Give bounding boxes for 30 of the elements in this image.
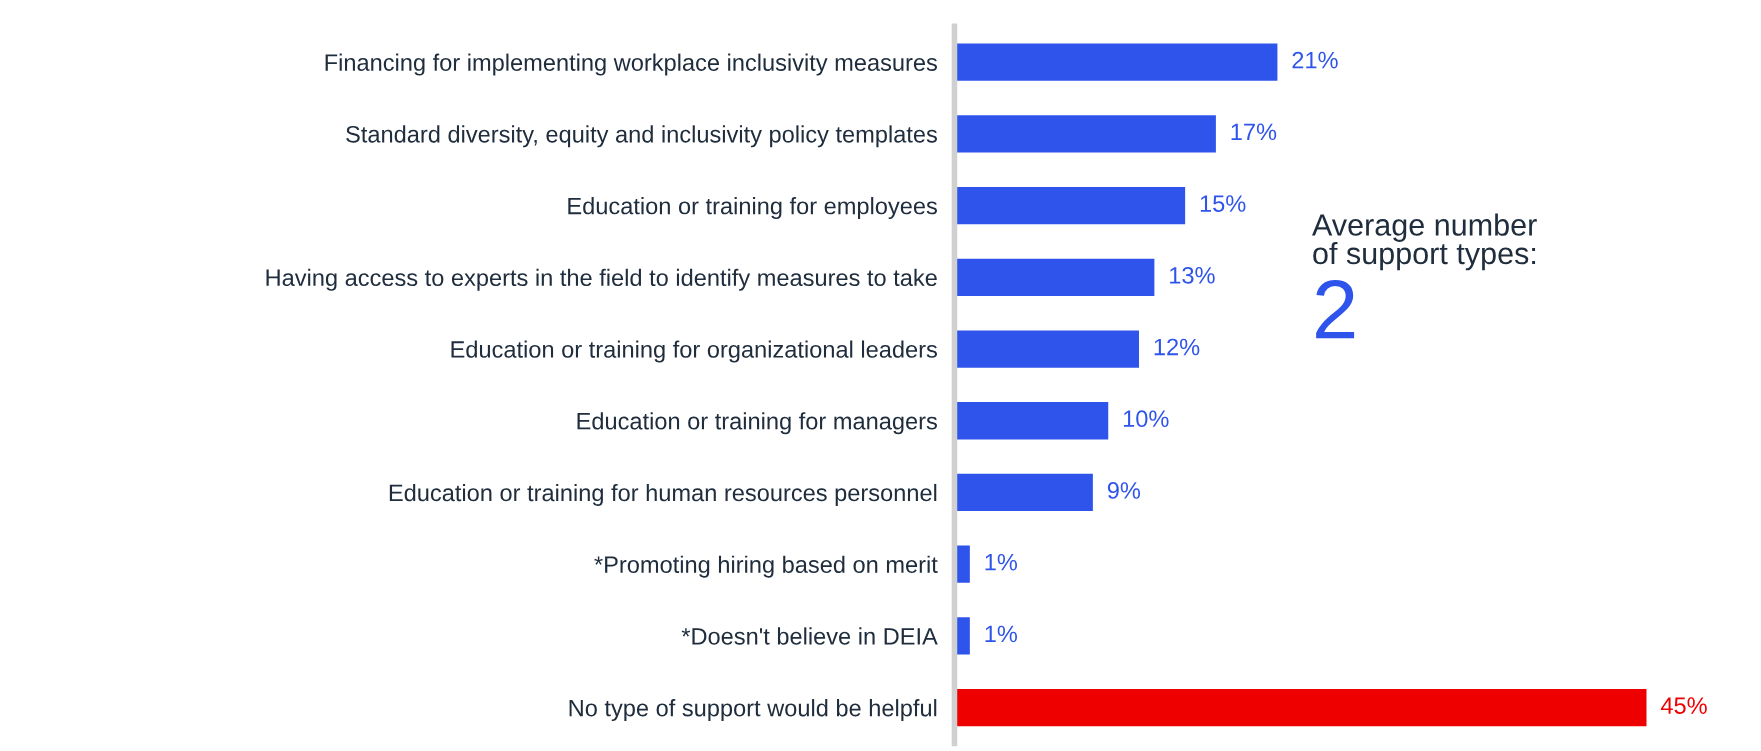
y-tick-label: Education or training for managers xyxy=(577,412,937,435)
data-label: 9% xyxy=(1107,482,1141,499)
bar xyxy=(954,688,1647,727)
bar xyxy=(954,186,1186,225)
data-label: 45% xyxy=(1660,697,1707,714)
y-tick-label: Financing for implementing workplace inclusivity measures xyxy=(325,53,937,76)
y-tick-label: Education or training for human resources personnel xyxy=(389,483,937,506)
data-label: 12% xyxy=(1154,338,1200,356)
bar xyxy=(954,115,1216,153)
annotation: 2 xyxy=(1316,280,1355,339)
bar xyxy=(954,330,1140,368)
data-label: 17% xyxy=(1231,123,1277,141)
data-label: 1% xyxy=(985,553,1018,571)
data-label: 15% xyxy=(1200,195,1246,212)
y-tick-label: Education or training for employees xyxy=(568,197,937,220)
y-tick-label: *Doesn't believe in DEIA xyxy=(681,627,938,645)
bar xyxy=(954,258,1155,296)
y-tick-label: Having access to experts in the field to identify measures to take xyxy=(266,268,937,291)
data-label: 13% xyxy=(1170,266,1215,284)
data-label: 21% xyxy=(1292,51,1338,69)
bar xyxy=(954,402,1109,440)
annotation: Average number of support types: xyxy=(1312,213,1537,271)
y-tick-label: No type of support would be helpful xyxy=(569,699,937,722)
data-label: 1% xyxy=(985,625,1018,643)
bar xyxy=(954,473,1093,512)
data-label: 10% xyxy=(1123,410,1169,428)
y-tick-label: Standard diversity, equity and inclusivity policy templates xyxy=(346,125,937,148)
y-tick-label: *Promoting hiring based on merit xyxy=(594,555,938,578)
bar xyxy=(954,43,1278,81)
y-tick-label: Education or training for organizational leaders xyxy=(451,340,937,363)
